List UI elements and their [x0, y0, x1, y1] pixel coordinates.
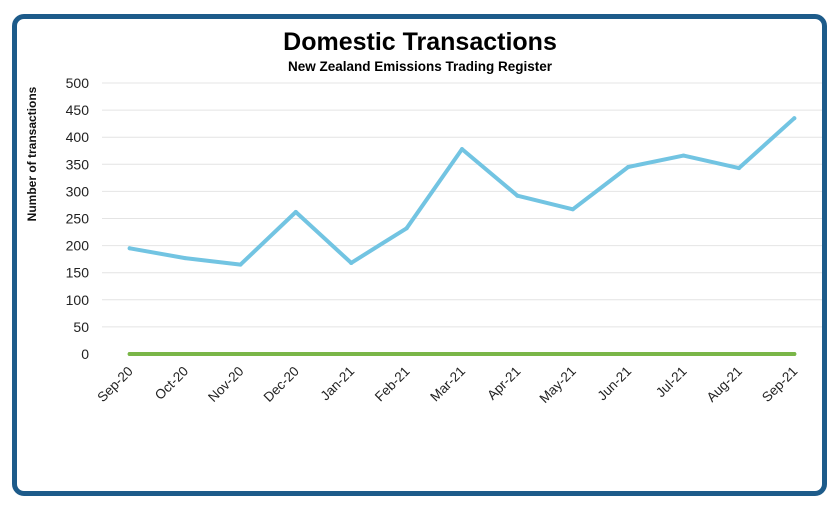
data-point [681, 352, 686, 356]
y-tick-label: 0 [81, 346, 89, 362]
gridlines [102, 82, 822, 328]
data-point [238, 262, 243, 267]
x-tick-label: Mar-21 [427, 364, 468, 405]
x-tick-label: Jul-21 [653, 364, 690, 401]
y-tick-label: 300 [66, 183, 90, 199]
data-point [238, 352, 243, 356]
data-point [404, 226, 409, 231]
data-point [127, 352, 132, 356]
data-point [736, 352, 741, 356]
data-point [626, 165, 631, 170]
x-tick-label: Oct-20 [152, 364, 191, 403]
y-axis-label: Number of transactions [25, 86, 39, 221]
x-tick-label: Sep-20 [94, 364, 135, 405]
data-point [460, 147, 464, 152]
data-point [681, 153, 686, 158]
x-tick-labels: Sep-20 Oct-20 Nov-20 Dec-20 Jan-21 Feb-21 Mar-… [94, 364, 800, 406]
y-tick-label: 200 [66, 238, 90, 254]
x-tick-label: Jun-21 [594, 364, 634, 404]
data-point [404, 352, 409, 356]
series-lines [127, 116, 797, 356]
chart-frame [12, 14, 827, 496]
y-tick-label: 50 [73, 319, 89, 335]
x-tick-label: Jan-21 [318, 364, 358, 404]
x-tick-label: Dec-20 [261, 364, 302, 405]
data-point [127, 246, 132, 251]
y-tick-label: 450 [66, 102, 90, 118]
data-point [626, 352, 631, 356]
x-tick-label: Nov-20 [205, 364, 246, 405]
x-tick-label: Feb-21 [372, 364, 413, 405]
data-point [792, 352, 797, 356]
data-point [183, 352, 188, 356]
chart-title: Domestic Transactions [283, 28, 557, 56]
data-point [349, 352, 354, 356]
y-tick-label: 400 [66, 129, 90, 145]
y-tick-labels: 0 50 100 150 200 250 300 350 400 450 500 [66, 75, 90, 362]
y-tick-label: 500 [66, 75, 90, 91]
data-point [515, 193, 520, 198]
x-tick-label: May-21 [536, 364, 578, 406]
y-tick-label: 100 [66, 292, 90, 308]
y-tick-label: 350 [66, 156, 90, 172]
data-point [570, 352, 575, 356]
x-tick-label: Sep-21 [759, 364, 800, 405]
x-tick-label: Apr-21 [484, 364, 523, 403]
x-tick-label: Aug-21 [704, 364, 745, 405]
data-point [460, 352, 464, 356]
data-point [570, 207, 575, 212]
data-point [349, 260, 354, 265]
data-point [293, 352, 298, 356]
chart-subtitle: New Zealand Emissions Trading Register [288, 59, 553, 74]
y-tick-label: 150 [66, 265, 90, 281]
data-point [293, 209, 298, 214]
data-point [183, 256, 188, 261]
data-point [736, 166, 741, 171]
data-point [792, 116, 797, 121]
y-tick-label: 250 [66, 211, 90, 227]
data-point [515, 352, 520, 356]
